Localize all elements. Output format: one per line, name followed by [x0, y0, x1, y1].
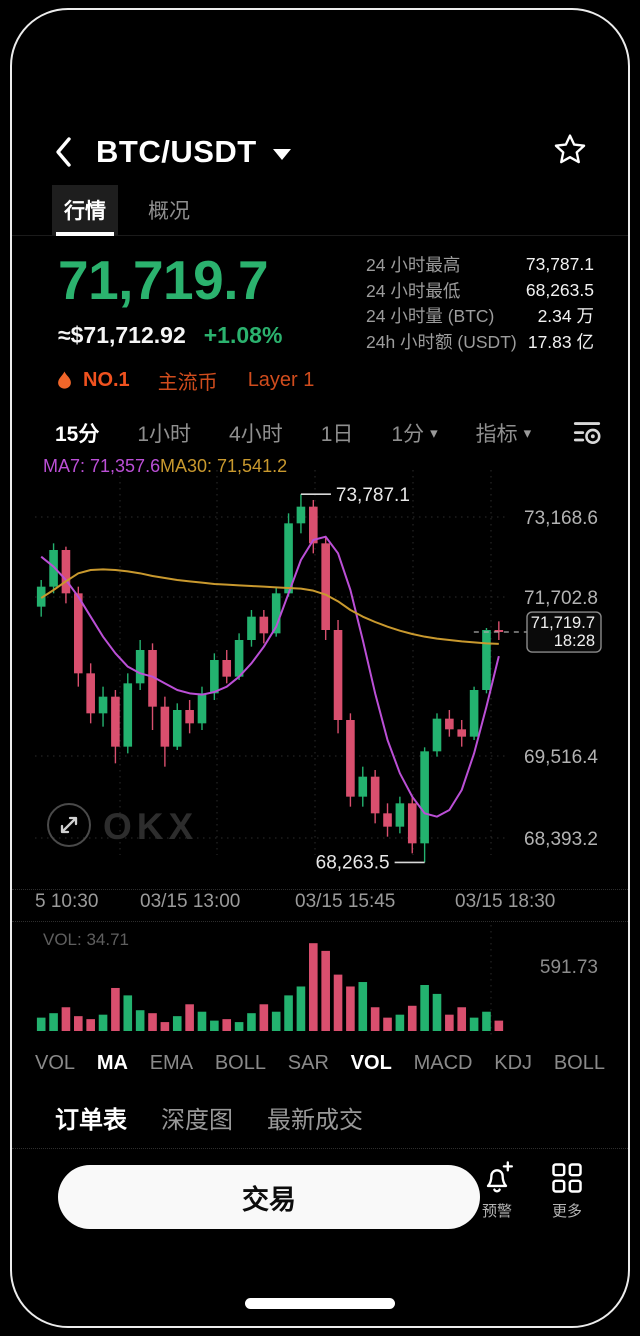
svg-text:VOL: 34.71: VOL: 34.71 [43, 930, 129, 949]
stat-label: 24h 小时额 (USDT) [366, 329, 517, 354]
svg-text:73,168.6: 73,168.6 [524, 508, 598, 529]
price-chart[interactable]: 73,168.6 71,702.8 69,516.4 68,393.2 OKX MA7: … [35, 455, 605, 885]
bell-plus-icon [479, 1160, 515, 1196]
pair-title[interactable]: BTC/USDT [96, 134, 257, 170]
rank-badge[interactable]: NO.1 [83, 369, 130, 392]
stat-value: 68,263.5 [526, 280, 594, 301]
header: BTC/USDT [52, 126, 588, 178]
stat-label: 24 小时最高 [366, 252, 460, 277]
tf-label: 1分 [391, 418, 424, 448]
indicator-kdj[interactable]: KDJ [494, 1052, 532, 1075]
fiat-row: ≈$71,712.92 +1.08% [58, 322, 282, 349]
indicator-ma[interactable]: MA [97, 1052, 128, 1075]
tab-overview[interactable]: 概况 [136, 185, 202, 235]
tf-15m[interactable]: 15分 [55, 418, 99, 448]
divider [12, 889, 628, 890]
home-indicator[interactable] [245, 1298, 395, 1309]
indicator-macd[interactable]: MACD [414, 1052, 473, 1075]
indicator-boll[interactable]: BOLL [215, 1052, 266, 1075]
stat-value: 73,787.1 [526, 254, 594, 275]
indicator-vol-main[interactable]: VOL [35, 1052, 75, 1075]
tf-label: 指标 [476, 418, 518, 448]
stat-volume-btc: 24 小时量 (BTC) 2.34 万 [366, 303, 594, 329]
svg-text:18:28: 18:28 [554, 632, 595, 650]
indicator-vol-sub[interactable]: VOL [351, 1052, 392, 1075]
page-tabs: 行情 概况 [12, 186, 628, 236]
pair-dropdown-icon[interactable] [273, 149, 291, 160]
tab-latest-trades[interactable]: 最新成交 [267, 1100, 363, 1135]
back-button[interactable] [52, 134, 78, 170]
indicator-row: VOL MA EMA BOLL SAR VOL MACD KDJ BOLL [35, 1042, 605, 1084]
svg-text:68,393.2: 68,393.2 [524, 829, 598, 850]
price-change: +1.08% [204, 322, 283, 349]
timeframe-row: 15分 1小时 4小时 1日 1分 ▾ 指标 ▾ [55, 412, 604, 454]
star-icon [552, 132, 588, 168]
orderbook-tabs: 订单表 深度图 最新成交 [55, 1100, 363, 1135]
svg-text:MA30: 71,541.2: MA30: 71,541.2 [160, 456, 287, 476]
stat-value: 2.34 万 [538, 303, 594, 328]
more-button[interactable]: 更多 [532, 1160, 602, 1221]
stat-high: 24 小时最高 73,787.1 [366, 252, 594, 278]
x-axis-label: 03/15 15:45 [295, 891, 395, 913]
stats-24h: 24 小时最高 73,787.1 24 小时最低 68,263.5 24 小时量… [366, 252, 594, 354]
flame-icon [56, 370, 73, 392]
indicator-dropdown[interactable]: 指标 ▾ [476, 418, 532, 448]
chevron-down-icon: ▾ [430, 424, 438, 442]
x-axis: 5 10:30 03/15 13:00 03/15 15:45 03/15 18… [35, 891, 605, 917]
tf-more-dropdown[interactable]: 1分 ▾ [391, 418, 437, 448]
stat-value: 17.83 亿 [528, 329, 594, 354]
chevron-down-icon: ▾ [524, 424, 532, 442]
svg-text:OKX: OKX [103, 806, 198, 847]
stat-low: 24 小时最低 68,263.5 [366, 278, 594, 304]
svg-text:73,787.1: 73,787.1 [336, 485, 410, 506]
x-axis-label: 03/15 18:30 [455, 891, 555, 913]
tab-quotes[interactable]: 行情 [52, 185, 118, 235]
svg-text:MA7: 71,357.6: MA7: 71,357.6 [43, 456, 160, 476]
volume-chart[interactable]: VOL: 34.71 591.73 [35, 925, 605, 1037]
stat-label: 24 小时最低 [366, 278, 460, 303]
tf-4h[interactable]: 4小时 [229, 418, 283, 448]
more-label: 更多 [552, 1200, 582, 1221]
alert-label: 预警 [482, 1200, 512, 1221]
alert-button[interactable]: 预警 [462, 1160, 532, 1221]
svg-text:71,702.8: 71,702.8 [524, 588, 598, 609]
favorite-button[interactable] [552, 132, 588, 173]
tab-order-book[interactable]: 订单表 [55, 1100, 127, 1135]
svg-text:71,719.7: 71,719.7 [531, 614, 595, 632]
badges-row: NO.1 主流币 Layer 1 [56, 366, 334, 395]
trade-button[interactable]: 交易 [58, 1165, 480, 1229]
svg-text:68,263.5: 68,263.5 [316, 852, 390, 873]
tf-1h[interactable]: 1小时 [137, 418, 191, 448]
stat-turnover-usdt: 24h 小时额 (USDT) 17.83 亿 [366, 329, 594, 355]
x-axis-label: 5 10:30 [35, 891, 98, 913]
stat-label: 24 小时量 (BTC) [366, 303, 494, 328]
app-screen: BTC/USDT 行情 概况 71,719.7 ≈$71,712.92 +1.0… [0, 0, 640, 1336]
chart-settings-button[interactable] [570, 414, 604, 453]
last-price: 71,719.7 [58, 248, 268, 312]
x-axis-label: 03/15 13:00 [140, 891, 240, 913]
svg-text:591.73: 591.73 [540, 957, 598, 978]
indicator-sar[interactable]: SAR [288, 1052, 329, 1075]
divider [12, 921, 628, 922]
divider [12, 1148, 628, 1149]
chart-settings-icon [570, 414, 604, 448]
tag-layer1[interactable]: Layer 1 [248, 369, 315, 392]
back-chevron-icon [52, 134, 74, 170]
indicator-ema[interactable]: EMA [150, 1052, 193, 1075]
indicator-boll-sub[interactable]: BOLL [554, 1052, 605, 1075]
grid-icon [549, 1160, 585, 1196]
svg-text:69,516.4: 69,516.4 [524, 747, 598, 768]
tag-mainstream[interactable]: 主流币 [158, 366, 218, 395]
fiat-price: ≈$71,712.92 [58, 322, 186, 349]
tf-1d[interactable]: 1日 [321, 418, 354, 448]
tab-depth-chart[interactable]: 深度图 [161, 1100, 233, 1135]
